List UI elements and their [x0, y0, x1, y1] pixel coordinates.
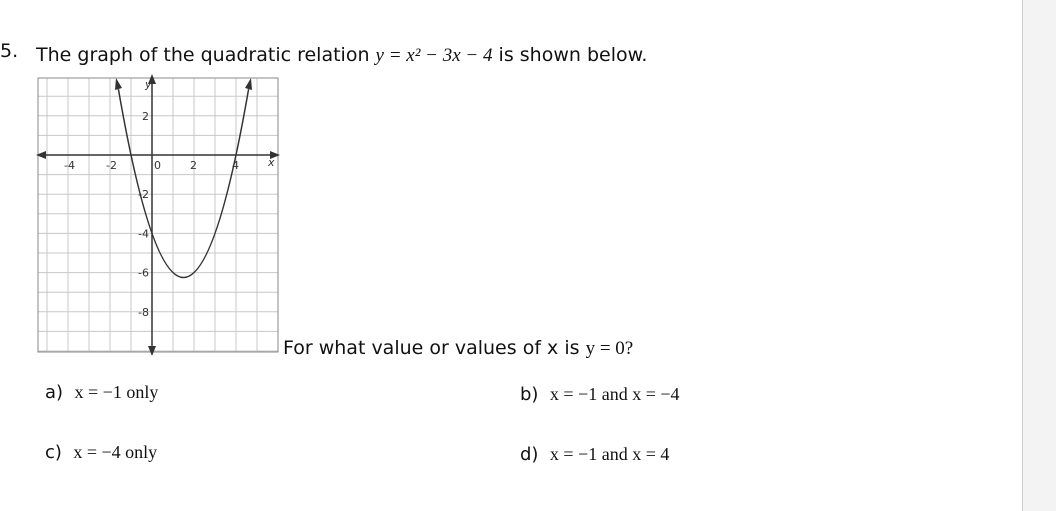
- option[interactable]: a) x = −1 only: [45, 382, 158, 403]
- parabola: [117, 88, 250, 279]
- x-tick-label: 0: [154, 159, 161, 172]
- stem-text: is shown below.: [498, 44, 648, 66]
- option-text: x = −1 and x = −4: [549, 384, 680, 404]
- option[interactable]: b) x = −1 and x = −4: [520, 384, 680, 405]
- option-label: b): [520, 384, 539, 405]
- y-axis-label: y: [144, 78, 152, 91]
- graph-frame: [37, 77, 279, 353]
- arrow: [245, 78, 252, 90]
- x-tick-label: -2: [106, 159, 117, 172]
- side-margin: [1022, 0, 1056, 511]
- prompt-math: y = 0?: [585, 338, 634, 359]
- question-number: 5.: [0, 40, 19, 62]
- prompt-text: For what value or values of x is: [283, 337, 580, 359]
- option-label: a): [45, 382, 64, 403]
- option[interactable]: d) x = −1 and x = 4: [520, 444, 669, 465]
- x-tick-label: 2: [190, 159, 197, 172]
- option-text: x = −1 only: [74, 382, 159, 402]
- y-tick-label: -4: [138, 227, 149, 240]
- x-axis-label: x: [267, 156, 275, 169]
- x-tick-label: 4: [232, 159, 239, 172]
- graph: x y -4 -2 0 2 4 2 -2 -4 -6 -8: [36, 74, 280, 356]
- option-text: x = −4 only: [73, 442, 158, 462]
- y-tick-label: 2: [142, 110, 149, 123]
- prompt: For what value or values of x is y = 0?: [283, 337, 633, 360]
- arrow: [270, 151, 280, 159]
- option-label: c): [45, 442, 62, 463]
- x-tick-label: -4: [64, 159, 75, 172]
- arrow: [115, 78, 122, 90]
- option-label: d): [520, 444, 539, 465]
- arrow: [36, 151, 46, 159]
- y-tick-label: -2: [138, 188, 149, 201]
- equation: y = x² − 3x − 4: [375, 45, 493, 66]
- stem-text: The graph of the quadratic relation: [36, 44, 370, 66]
- option-text: x = −1 and x = 4: [549, 444, 670, 464]
- y-tick-label: -8: [138, 306, 149, 319]
- option[interactable]: c) x = −4 only: [45, 442, 157, 463]
- question-stem: The graph of the quadratic relation y = …: [36, 44, 647, 67]
- arrow: [148, 74, 156, 84]
- arrow: [148, 346, 156, 356]
- y-tick-label: -6: [138, 267, 149, 280]
